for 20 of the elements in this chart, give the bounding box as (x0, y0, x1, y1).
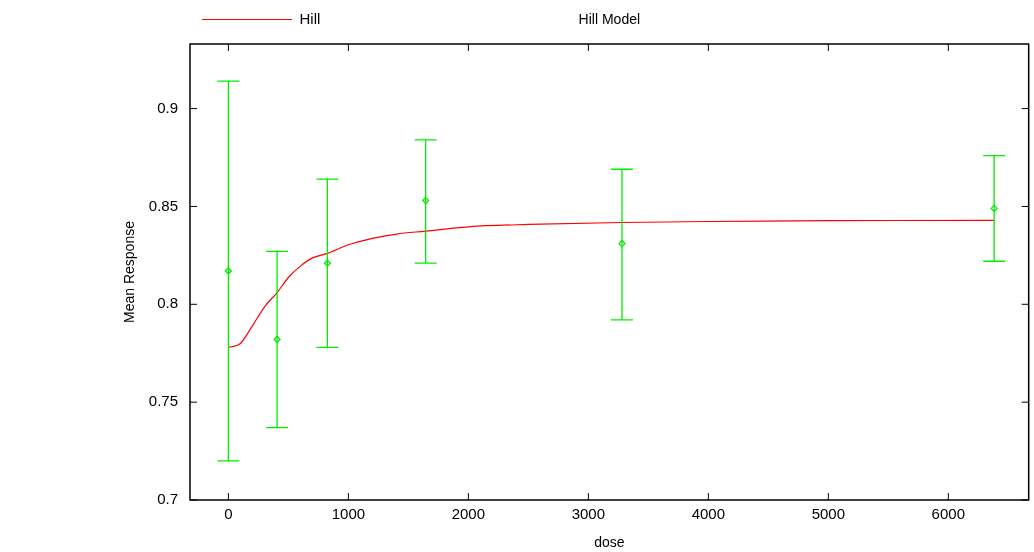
y-tick-label: 0.7 (157, 490, 178, 508)
x-tick-label: 3000 (571, 505, 606, 523)
x-tick-label: 4000 (691, 505, 726, 523)
line-series (227, 219, 995, 348)
y-tick-label: 0.75 (148, 392, 178, 410)
text: Hill (299, 9, 321, 27)
chart-title: Hill Model (578, 10, 641, 27)
x-tick-label: 0 (224, 505, 233, 523)
y-tick-label: 0.9 (157, 98, 178, 116)
point (323, 259, 332, 267)
x-tick-label: 5000 (811, 505, 846, 523)
x-axis-title: dose (594, 533, 625, 550)
x-tick-label: 6000 (931, 505, 965, 523)
y-axis-title: Mean Response (120, 220, 137, 323)
point (422, 196, 430, 205)
x-tick-label: 2000 (451, 505, 486, 523)
x-tick-label: 1000 (331, 505, 366, 523)
y-tick-label: 0.85 (148, 196, 178, 214)
point (224, 267, 233, 275)
y-tick-label: 0.8 (157, 294, 178, 312)
